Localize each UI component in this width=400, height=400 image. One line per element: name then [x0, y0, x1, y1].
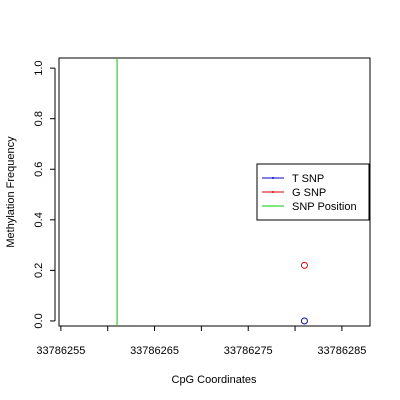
y-axis-title: Methylation Frequency — [5, 136, 17, 248]
y-tick-label: 0.4 — [33, 212, 45, 227]
legend-label: G SNP — [292, 187, 326, 199]
y-tick-label: 0.8 — [33, 111, 45, 126]
data-point — [300, 261, 308, 269]
legend: T SNP G SNP SNP Position — [256, 163, 370, 221]
x-tick-label: 33786285 — [317, 345, 366, 357]
data-point — [300, 317, 308, 325]
legend-label: T SNP — [292, 173, 324, 185]
x-tick-label: 33786255 — [36, 345, 85, 357]
x-axis-title: CpG Coordinates — [172, 374, 257, 386]
x-tick-label: 33786275 — [224, 345, 273, 357]
legend-label: SNP Position — [292, 201, 357, 213]
y-tick-label: 0.0 — [33, 313, 45, 328]
y-tick-label: 1.0 — [33, 60, 45, 75]
y-axis: 0.0 0.2 0.4 0.6 0.8 1.0 — [33, 60, 56, 329]
legend-marker — [272, 191, 274, 193]
y-tick-label: 0.2 — [33, 263, 45, 278]
legend-marker — [272, 177, 274, 179]
x-axis: 33786255 33786265 33786275 33786285 — [36, 325, 366, 357]
data-points — [300, 261, 308, 325]
x-tick-label: 33786265 — [130, 345, 179, 357]
y-tick-label: 0.6 — [33, 162, 45, 177]
